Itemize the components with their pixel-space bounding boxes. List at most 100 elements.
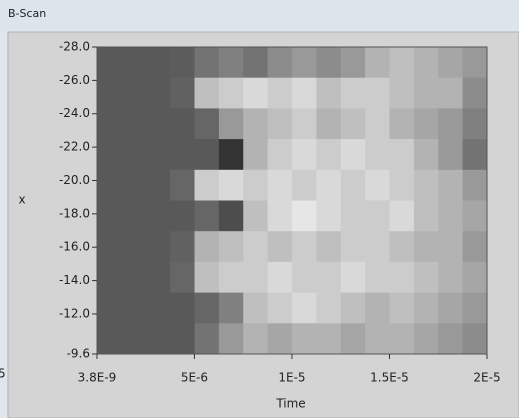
- heatmap-cell: [292, 108, 317, 139]
- heatmap-cell: [316, 139, 341, 170]
- heatmap-cell: [170, 323, 195, 354]
- x-tick-label: 1.5E-5: [370, 371, 409, 385]
- heatmap-cell: [292, 139, 317, 170]
- heatmap-cell: [438, 139, 463, 170]
- heatmap-cell: [316, 47, 341, 78]
- heatmap-cell: [170, 262, 195, 293]
- heatmap-cell: [316, 323, 341, 354]
- heatmap-cell: [97, 170, 122, 201]
- heatmap-cell: [438, 170, 463, 201]
- heatmap-cell: [365, 139, 390, 170]
- heatmap-cell: [219, 201, 244, 232]
- heatmap-cell: [195, 170, 220, 201]
- heatmap-cell: [121, 323, 146, 354]
- x-tick-label: 3.8E-9: [78, 371, 117, 385]
- heatmap-cell: [170, 78, 195, 109]
- heatmap-cell: [414, 47, 439, 78]
- heatmap-cell: [341, 231, 366, 262]
- y-tick-label: -26.0: [59, 73, 90, 87]
- heatmap-cell: [97, 231, 122, 262]
- x-tick-label: 2E-5: [473, 371, 500, 385]
- heatmap-cell: [390, 262, 415, 293]
- x-tick-label: 5E-6: [181, 371, 208, 385]
- heatmap-cell: [390, 323, 415, 354]
- heatmap-cell: [97, 323, 122, 354]
- heatmap-cell: [97, 47, 122, 78]
- heatmap-cell: [414, 139, 439, 170]
- heatmap-cell: [414, 201, 439, 232]
- heatmap-cell: [219, 170, 244, 201]
- heatmap-cell: [341, 293, 366, 324]
- heatmap-cell: [243, 262, 268, 293]
- heatmap-cell: [390, 108, 415, 139]
- heatmap-cell: [292, 201, 317, 232]
- heatmap-cell: [146, 139, 171, 170]
- heatmap-cell: [243, 293, 268, 324]
- heatmap-cell: [316, 201, 341, 232]
- heatmap-cell: [292, 262, 317, 293]
- heatmap-cell: [316, 231, 341, 262]
- heatmap-cell: [97, 108, 122, 139]
- heatmap-cell: [341, 201, 366, 232]
- y-tick-label: -18.0: [59, 206, 90, 220]
- heatmap-cell: [243, 78, 268, 109]
- heatmap-cell: [341, 323, 366, 354]
- y-tick-label: -22.0: [59, 140, 90, 154]
- heatmap-cell: [97, 78, 122, 109]
- y-axis-label: x: [18, 193, 25, 207]
- heatmap-cell: [146, 231, 171, 262]
- heatmap-cell: [268, 293, 293, 324]
- heatmap-cell: [195, 323, 220, 354]
- heatmap-cell: [268, 262, 293, 293]
- y-tick-label: -9.6: [67, 347, 90, 361]
- heatmap-cell: [438, 323, 463, 354]
- heatmap-cell: [292, 47, 317, 78]
- heatmap-cell: [365, 293, 390, 324]
- heatmap-cell: [219, 139, 244, 170]
- heatmap-cell: [438, 293, 463, 324]
- heatmap-cell: [365, 47, 390, 78]
- heatmap-cell: [268, 108, 293, 139]
- heatmap-cell: [463, 293, 488, 324]
- heatmap-cell: [341, 139, 366, 170]
- x-axis-label: Time: [275, 397, 305, 411]
- heatmap-cell: [463, 201, 488, 232]
- heatmap-cell: [170, 170, 195, 201]
- heatmap-cell: [195, 139, 220, 170]
- heatmap-cell: [219, 231, 244, 262]
- heatmap-cell: [414, 323, 439, 354]
- heatmap-cell: [268, 78, 293, 109]
- heatmap-cell: [390, 231, 415, 262]
- heatmap-cell: [121, 78, 146, 109]
- heatmap-cell: [121, 262, 146, 293]
- heatmap-cell: [146, 262, 171, 293]
- y-tick-label: -16.0: [59, 240, 90, 254]
- heatmap-cell: [390, 47, 415, 78]
- heatmap-cell: [268, 170, 293, 201]
- heatmap-cell: [219, 78, 244, 109]
- heatmap-cell: [243, 108, 268, 139]
- heatmap-cell: [170, 201, 195, 232]
- heatmap-cell: [341, 47, 366, 78]
- heatmap-cell: [463, 78, 488, 109]
- heatmap-cell: [316, 170, 341, 201]
- heatmap-cell: [390, 293, 415, 324]
- heatmap-cell: [243, 139, 268, 170]
- heatmap-cell: [268, 139, 293, 170]
- heatmap-cell: [341, 78, 366, 109]
- heatmap-cell: [316, 78, 341, 109]
- heatmap-cell: [97, 293, 122, 324]
- heatmap-cell: [268, 47, 293, 78]
- heatmap-cell: [195, 231, 220, 262]
- heatmap-cell: [463, 108, 488, 139]
- heatmap-cell: [414, 170, 439, 201]
- heatmap-cell: [121, 293, 146, 324]
- edge-label: 5: [0, 367, 6, 381]
- heatmap-cell: [195, 201, 220, 232]
- heatmap-cell: [146, 201, 171, 232]
- heatmap-cell: [292, 231, 317, 262]
- heatmap-cell: [268, 201, 293, 232]
- heatmap-cell: [195, 293, 220, 324]
- heatmap-cell: [390, 78, 415, 109]
- heatmap-cell: [292, 170, 317, 201]
